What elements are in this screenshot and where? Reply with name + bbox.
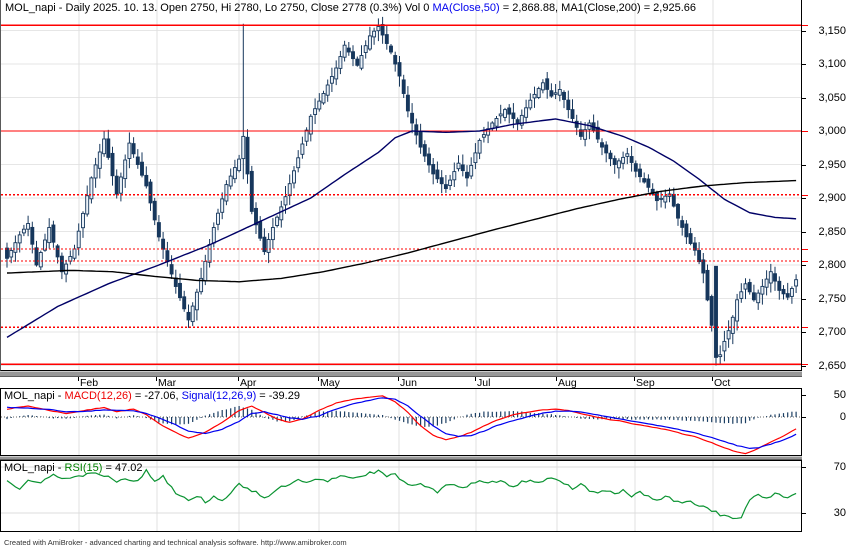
rsi-axis-tick — [802, 467, 806, 468]
price-axis-tick — [802, 265, 806, 266]
price-title-ohlc: MOL_napi - Daily 2025. 10. 13. Open 2750… — [5, 2, 433, 14]
price-axis-tick — [802, 31, 806, 32]
date-axis[interactable]: Feb Mar Apr May Jun Jul Aug Sep Oct — [0, 377, 802, 389]
rsi-axis-label: 70 — [833, 461, 846, 473]
price-axis-label: 2,900 — [818, 192, 846, 204]
level-axis-tick — [802, 25, 808, 26]
month-label: Feb — [80, 377, 99, 389]
macd-value-text: = -27.06, — [131, 390, 182, 402]
month-tick — [156, 377, 157, 381]
price-axis-label: 3,050 — [818, 91, 846, 104]
macd-pane-title: MOL_napi - MACD(12,26) = -27.06, Signal(… — [4, 390, 300, 402]
rsi-pane-title: MOL_napi - RSI(15) = 47.02 — [4, 462, 143, 474]
price-axis-tick — [802, 366, 806, 367]
price-axis-label: 2,650 — [818, 359, 846, 372]
level-axis-tick — [802, 195, 808, 196]
month-label: Apr — [240, 377, 257, 389]
macd-axis-tick — [802, 395, 806, 396]
month-label: Jul — [477, 377, 491, 389]
month-label: Mar — [158, 377, 177, 389]
macd-axis-tick — [802, 417, 806, 418]
level-axis-tick — [802, 249, 808, 250]
price-axis-label: 3,100 — [818, 58, 846, 70]
rsi-pane[interactable]: MOL_napi - RSI(15) = 47.02 — [0, 460, 802, 532]
rsi-axis-label: 30 — [833, 507, 846, 519]
pane-splitter[interactable] — [0, 371, 850, 377]
level-axis-tick — [802, 327, 808, 328]
price-axis-tick — [802, 198, 806, 199]
price-pane[interactable]: MOL_napi - Daily 2025. 10. 13. Open 2750… — [0, 0, 802, 371]
price-axis-label: 3,000 — [818, 125, 846, 137]
price-axis-label: 2,800 — [818, 259, 846, 271]
macd-axis-label: 50 — [833, 389, 846, 401]
ma50-legend: MA(Close,50) — [432, 2, 500, 14]
price-axis-label: 2,950 — [818, 158, 846, 171]
copyright-text: Created with AmiBroker - advanced charti… — [4, 538, 347, 547]
macd-axis-label: 0 — [839, 411, 846, 423]
price-axis-label: 2,700 — [818, 326, 846, 338]
price-axis-label: 2,750 — [818, 292, 846, 305]
level-axis-tick — [802, 364, 808, 365]
month-tick — [238, 377, 239, 381]
month-tick — [318, 377, 319, 381]
footer-strip: Created with AmiBroker - advanced charti… — [0, 532, 850, 547]
month-label: Aug — [558, 377, 577, 389]
month-tick — [475, 377, 476, 381]
price-axis-tick — [802, 165, 806, 166]
month-label: Jun — [400, 377, 417, 389]
ma-values-text: = 2,868.88, MA1(Close,200) = 2,925.66 — [499, 2, 697, 14]
signal-legend: Signal(12,26,9) — [181, 390, 257, 402]
price-axis-tick — [802, 332, 806, 333]
price-axis-label: 3,150 — [818, 24, 846, 37]
price-axis-tick — [802, 64, 806, 65]
month-label: Oct — [714, 377, 731, 389]
level-axis-tick — [802, 131, 808, 132]
macd-pane[interactable]: MOL_napi - MACD(12,26) = -27.06, Signal(… — [0, 388, 802, 456]
rsi-value-text: = 47.02 — [102, 462, 143, 474]
macd-chart-canvas[interactable] — [1, 389, 801, 455]
price-axis-label: 2,850 — [818, 225, 846, 238]
value-axis-gutter[interactable]: 2,778 -27.0583 -39.2929 47.0246 3,1503,1… — [802, 0, 850, 547]
macd-symbol-text: MOL_napi - — [4, 390, 65, 402]
macd-legend: MACD(12,26) — [64, 390, 132, 402]
signal-value-text: = -39.29 — [256, 390, 300, 402]
price-chart-canvas[interactable] — [1, 0, 801, 370]
level-axis-tick — [802, 261, 808, 262]
month-label: Sep — [636, 377, 655, 389]
price-axis-tick — [802, 98, 806, 99]
price-pane-title: MOL_napi - Daily 2025. 10. 13. Open 2750… — [5, 2, 696, 14]
pane-splitter[interactable] — [0, 456, 850, 460]
month-tick — [634, 377, 635, 381]
month-tick — [78, 377, 79, 381]
price-axis-tick — [802, 232, 806, 233]
rsi-axis-tick — [802, 513, 806, 514]
month-tick — [398, 377, 399, 381]
month-tick — [556, 377, 557, 381]
month-tick — [712, 377, 713, 381]
rsi-symbol-text: MOL_napi - — [4, 462, 65, 474]
rsi-chart-canvas[interactable] — [1, 461, 801, 531]
rsi-legend: RSI(15) — [64, 462, 103, 474]
price-axis-tick — [802, 299, 806, 300]
month-label: May — [320, 377, 340, 389]
